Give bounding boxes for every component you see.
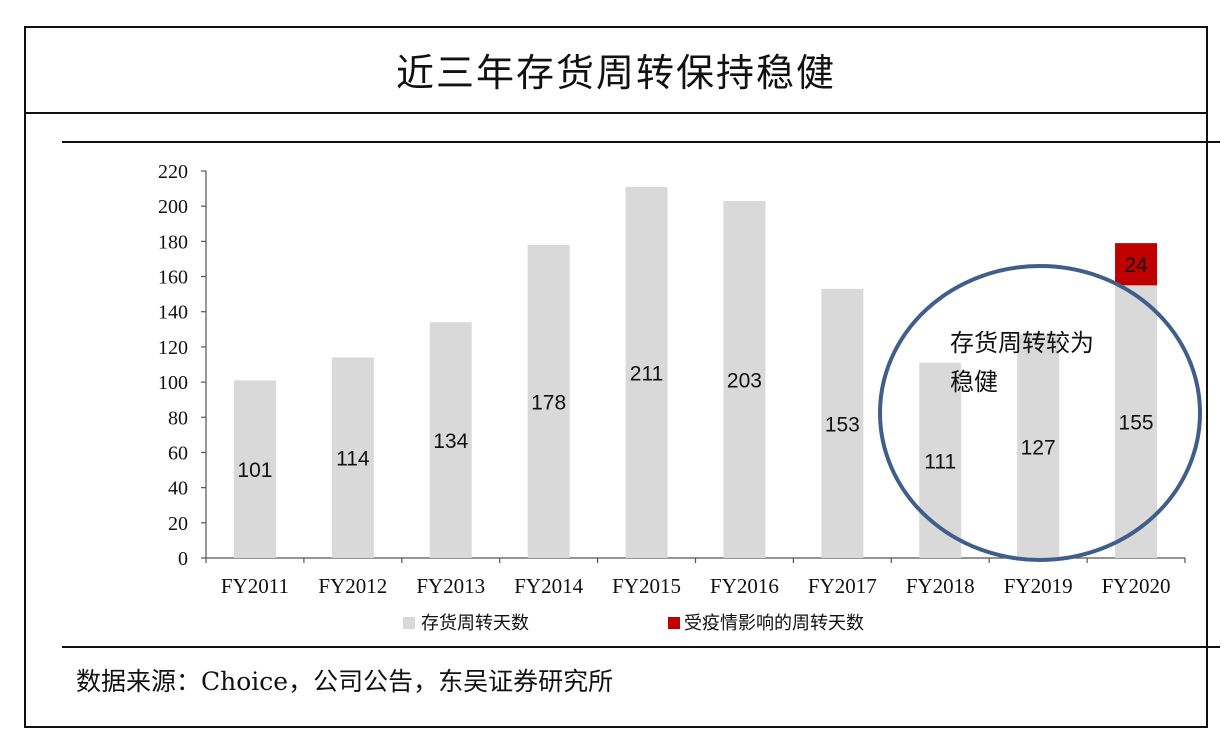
y-tick-label: 20 xyxy=(168,513,188,535)
x-tick-label: FY2012 xyxy=(318,574,387,598)
x-tick-label: FY2017 xyxy=(808,574,877,598)
data-label-fy2014: 178 xyxy=(531,391,566,414)
y-tick-label: 80 xyxy=(168,407,188,429)
y-tick-label: 100 xyxy=(158,372,188,394)
data-label-fy2018: 111 xyxy=(924,450,956,473)
bar-fy2018-base xyxy=(919,362,962,558)
legend-swatch-covid xyxy=(668,617,680,629)
bar-fy2013-base xyxy=(429,322,472,558)
x-tick-label: FY2013 xyxy=(416,574,485,598)
x-tick-label: FY2020 xyxy=(1102,574,1171,598)
data-label-fy2017: 153 xyxy=(825,413,860,436)
legend-label-covid: 受疫情影响的周转天数 xyxy=(684,613,864,634)
data-label-fy2016: 203 xyxy=(727,369,762,392)
data-label-fy2020-covid: 24 xyxy=(1124,254,1148,277)
x-tick-label: FY2019 xyxy=(1004,574,1073,598)
top-rule xyxy=(62,141,1220,143)
source-note: 数据来源：Choice，公司公告，东吴证券研究所 xyxy=(76,667,614,696)
bar-fy2017-base xyxy=(821,288,864,558)
y-tick-label: 140 xyxy=(158,302,188,324)
highlight-circle xyxy=(878,264,1202,562)
data-label-fy2020: 155 xyxy=(1119,412,1154,435)
x-tick-label: FY2015 xyxy=(612,574,681,598)
bar-fy2011-base xyxy=(233,380,276,558)
x-tick-label: FY2018 xyxy=(906,574,975,598)
x-tick-label: FY2016 xyxy=(710,574,779,598)
data-label-fy2013: 134 xyxy=(433,430,468,453)
y-tick-label: 0 xyxy=(178,548,188,570)
y-tick-label: 40 xyxy=(168,478,188,500)
y-tick-label: 160 xyxy=(158,267,188,289)
annotation-line-1: 存货周转较为 xyxy=(950,329,1094,357)
bar-fy2019-base xyxy=(1017,334,1060,558)
y-tick-label: 60 xyxy=(168,442,188,464)
annotation-line-2: 稳健 xyxy=(950,368,998,396)
bar-fy2020-base xyxy=(1115,285,1158,558)
data-label-fy2015: 211 xyxy=(630,362,663,385)
y-tick-label: 180 xyxy=(158,231,188,253)
x-tick-label: FY2014 xyxy=(514,574,583,598)
bar-fy2020-covid xyxy=(1115,243,1158,286)
bar-fy2012-base xyxy=(331,357,374,558)
title-bar: 近三年存货周转保持稳健 xyxy=(24,26,1208,114)
y-tick-label: 200 xyxy=(158,196,188,218)
y-tick-label: 120 xyxy=(158,337,188,359)
x-tick-label: FY2011 xyxy=(221,574,289,598)
bar-fy2015-base xyxy=(625,186,668,558)
data-label-fy2012: 114 xyxy=(336,448,370,471)
legend-swatch-base xyxy=(403,617,415,629)
data-label-fy2011: 101 xyxy=(237,459,272,482)
legend-label-base: 存货周转天数 xyxy=(421,613,529,634)
bar-fy2014-base xyxy=(527,244,570,558)
bottom-rule xyxy=(62,646,1220,648)
chart-title: 近三年存货周转保持稳健 xyxy=(395,50,836,95)
bar-fy2016-base xyxy=(723,200,766,558)
y-tick-label: 220 xyxy=(158,161,188,183)
chart-frame xyxy=(24,26,1208,728)
data-label-fy2019: 127 xyxy=(1021,436,1056,459)
